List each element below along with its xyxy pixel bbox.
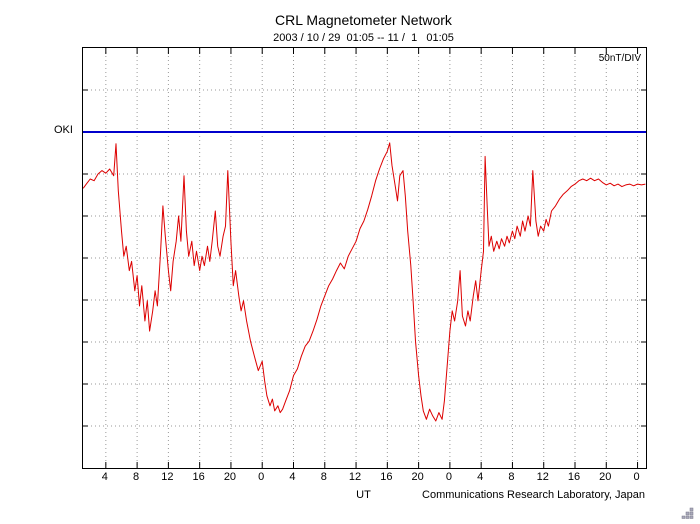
- x-tick-label: 4: [289, 471, 296, 483]
- x-axis-title: UT: [356, 489, 371, 501]
- x-tick-label: 8: [508, 471, 515, 483]
- magnetometer-trace: [83, 142, 646, 422]
- station-label-oki: OKI: [54, 124, 73, 136]
- x-tick-label: 16: [567, 471, 581, 483]
- resize-handle-icon[interactable]: [679, 506, 695, 519]
- x-tick-label: 12: [536, 471, 549, 483]
- x-tick-label: 16: [192, 471, 205, 483]
- x-tick-label: 8: [320, 471, 327, 483]
- x-tick-label: 4: [101, 471, 108, 483]
- plot-svg: [83, 48, 646, 468]
- x-tick-label: 0: [258, 471, 265, 483]
- x-tick-label: 20: [223, 471, 237, 483]
- page-title: CRL Magnetometer Network: [275, 12, 452, 28]
- scale-per-division-label: 50nT/DIV: [598, 53, 641, 64]
- x-axis-tick-labels: 4 8 12 16 20 0 4 8 12 16 20 0 4 8 12 16 20 0: [82, 471, 645, 487]
- plot-area: 50nT/DIV: [82, 47, 647, 469]
- credit-text: Communications Research Laboratory, Japa…: [422, 489, 645, 501]
- x-tick-label: 12: [161, 471, 174, 483]
- x-tick-label: 20: [411, 471, 424, 483]
- date-range-subtitle: 2003 / 10 / 29 01:05 -- 11 / 1 01:05: [273, 32, 454, 44]
- x-tick-label: 8: [133, 471, 140, 483]
- x-tick-label: 12: [348, 471, 362, 483]
- x-tick-label: 0: [633, 471, 640, 483]
- x-tick-label: 16: [380, 471, 393, 483]
- x-tick-label: 20: [599, 471, 612, 483]
- x-tick-label: 4: [477, 471, 484, 483]
- x-tick-label: 0: [445, 471, 452, 483]
